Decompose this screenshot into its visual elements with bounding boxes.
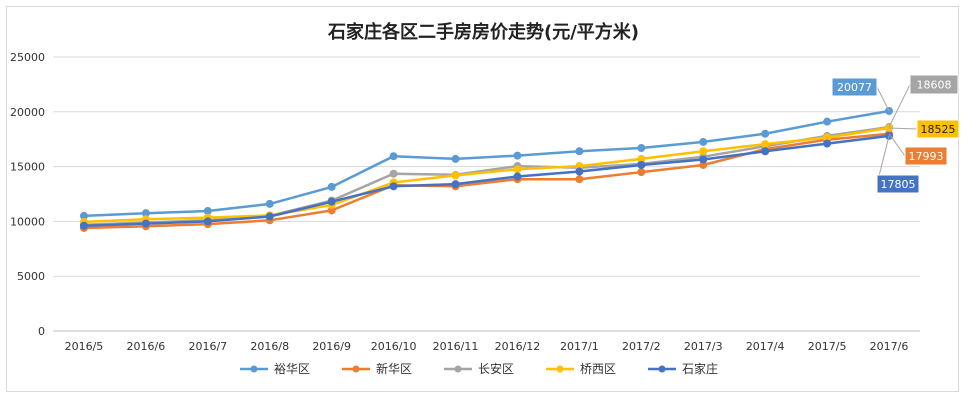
y-tick-label: 0	[38, 325, 45, 338]
data-point	[761, 129, 770, 138]
data-point	[141, 219, 150, 228]
callout-leader	[876, 86, 890, 112]
data-label: 20077	[837, 81, 872, 94]
data-point	[451, 180, 460, 189]
legend-swatch-marker	[658, 365, 666, 373]
data-point	[761, 140, 770, 149]
data-point	[761, 147, 770, 156]
callout-leader	[889, 127, 918, 130]
data-point	[79, 221, 88, 230]
legend-swatch-marker	[352, 365, 360, 373]
data-label-box	[831, 77, 878, 97]
data-point	[823, 139, 832, 148]
data-point	[513, 151, 522, 160]
data-point	[513, 165, 522, 174]
legend-label: 桥西区	[580, 362, 616, 376]
x-tick-label: 2016/6	[127, 340, 166, 353]
series-line	[82, 109, 891, 218]
x-tick-label: 2016/12	[495, 340, 541, 353]
y-tick-label: 20000	[10, 106, 45, 119]
x-tick-label: 2016/8	[250, 340, 289, 353]
x-tick-label: 2017/5	[808, 340, 847, 353]
legend-label: 长安区	[478, 361, 514, 376]
data-label: 18608	[917, 79, 952, 92]
x-tick-label: 2017/1	[560, 340, 599, 353]
data-point	[203, 217, 212, 226]
data-point	[451, 171, 460, 180]
data-point	[575, 147, 584, 156]
data-point	[637, 168, 646, 177]
data-point	[265, 199, 274, 208]
legend-swatch-marker	[250, 365, 258, 373]
y-tick-label: 10000	[10, 215, 45, 228]
callout-leader	[888, 84, 911, 128]
x-tick-label: 2017/4	[746, 340, 785, 353]
legend-label: 石家庄	[682, 361, 718, 376]
callout-leader	[888, 133, 906, 157]
legend-label: 裕华区	[274, 361, 310, 376]
chart-title: 石家庄各区二手房房价走势(元/平方米)	[327, 22, 640, 43]
legend-swatch-marker	[556, 365, 564, 373]
data-point	[637, 143, 646, 152]
x-tick-label: 2016/5	[65, 340, 104, 353]
data-point	[699, 147, 708, 156]
x-tick-label: 2016/11	[433, 340, 479, 353]
data-point	[389, 169, 398, 178]
data-label-box	[876, 174, 920, 194]
series-line	[82, 126, 891, 224]
x-tick-label: 2017/3	[684, 340, 723, 353]
y-tick-label: 25000	[10, 51, 45, 64]
data-label-box	[909, 74, 959, 95]
data-point	[575, 167, 584, 176]
legend-label: 新华区	[376, 361, 412, 376]
data-point	[203, 206, 212, 215]
data-label: 17993	[909, 150, 944, 163]
data-point	[699, 137, 708, 146]
data-label: 17805	[881, 178, 916, 191]
data-point	[823, 117, 832, 126]
x-tick-label: 2017/2	[622, 340, 661, 353]
data-label-box	[904, 146, 948, 166]
x-tick-label: 2016/10	[371, 340, 417, 353]
data-point	[699, 155, 708, 164]
x-tick-label: 2016/9	[312, 340, 351, 353]
data-point	[575, 175, 584, 184]
data-point	[389, 182, 398, 191]
y-tick-label: 15000	[10, 161, 45, 174]
data-point	[513, 172, 522, 181]
legend-swatch-marker	[454, 365, 462, 373]
x-tick-label: 2016/7	[188, 340, 227, 353]
data-point	[451, 154, 460, 163]
data-point	[327, 197, 336, 206]
data-point	[637, 160, 646, 169]
data-label-box	[916, 119, 960, 139]
data-point	[389, 152, 398, 161]
y-tick-label: 5000	[17, 270, 45, 283]
data-label: 18525	[921, 123, 956, 136]
data-point	[327, 182, 336, 191]
x-tick-label: 2017/6	[870, 340, 909, 353]
chart-frame	[6, 6, 959, 392]
series-line	[82, 134, 891, 228]
data-point	[265, 212, 274, 221]
